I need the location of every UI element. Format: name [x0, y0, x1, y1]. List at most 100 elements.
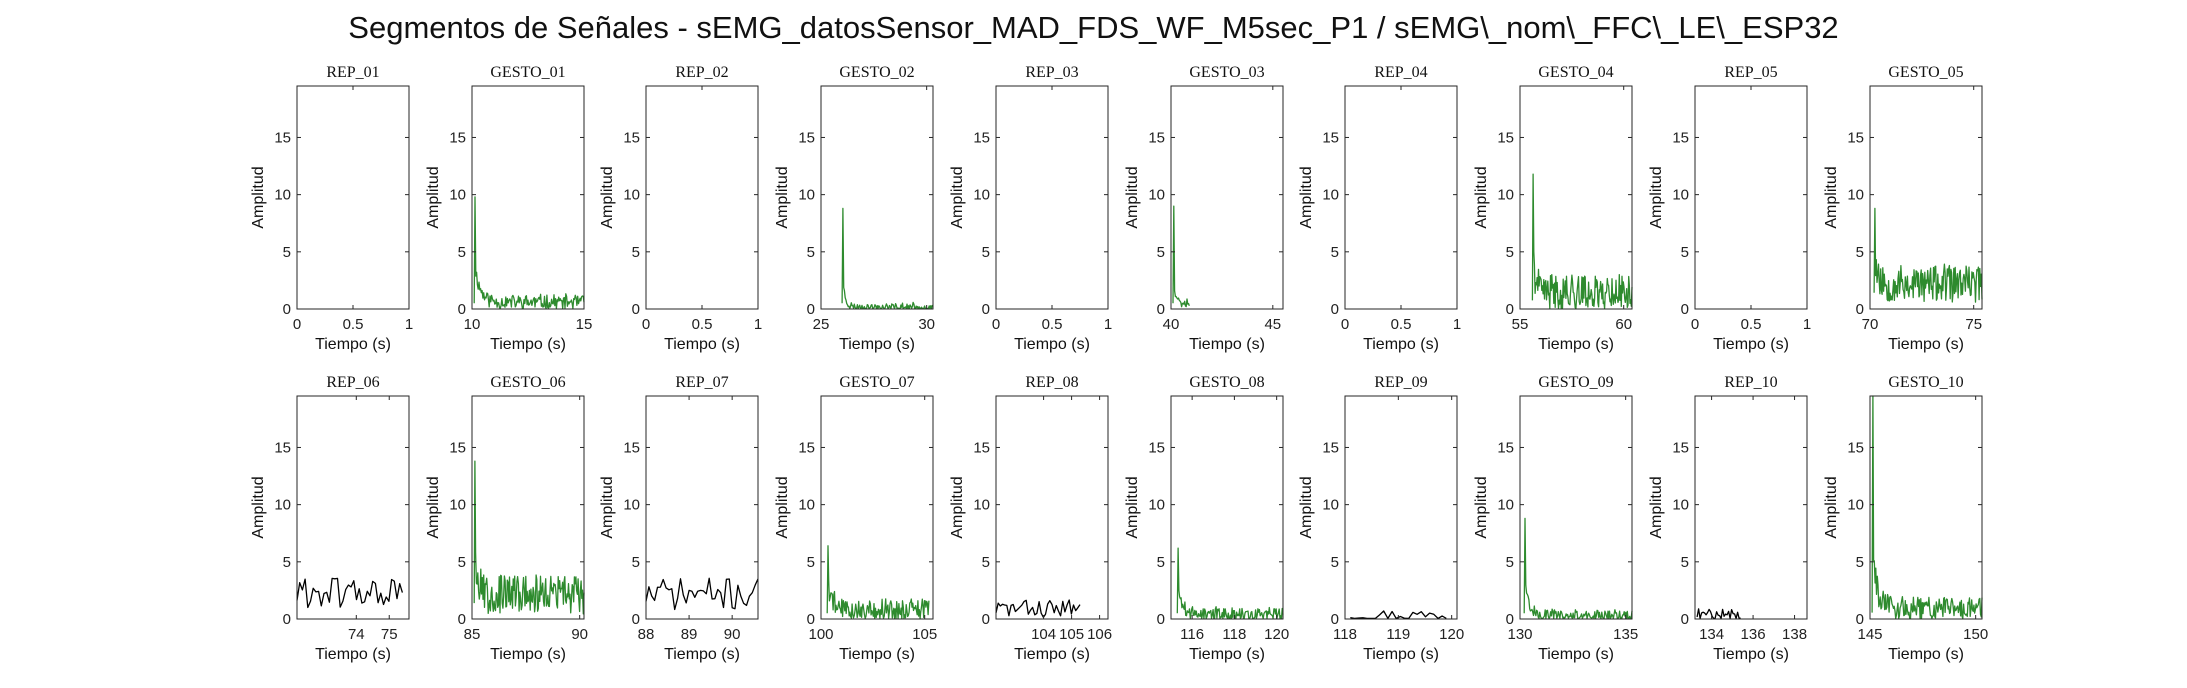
- y-tick-label: 5: [982, 554, 990, 571]
- y-tick-label: 0: [283, 611, 291, 628]
- axes-box: [1869, 85, 1983, 310]
- axes-box: [1694, 395, 1808, 620]
- y-axis-label: Amplitud: [949, 476, 966, 538]
- subplot-title: GESTO_04: [1538, 64, 1613, 81]
- axes-box: [296, 85, 410, 310]
- x-tick-label: 55: [1512, 316, 1529, 333]
- x-axis-label: Tiempo (s): [1713, 336, 1789, 353]
- y-axis-label: Amplitud: [1298, 166, 1315, 228]
- x-tick-label: 1: [1453, 316, 1461, 333]
- y-axis-label: Amplitud: [774, 166, 791, 228]
- y-tick-label: 15: [1847, 439, 1864, 456]
- y-tick-label: 10: [973, 187, 990, 204]
- y-tick-label: 0: [807, 611, 815, 628]
- subplot-gesto-07: GESTO_07 0 5 10 15 100 105 Tiempo (s) Amplitud: [774, 374, 937, 663]
- x-tick-label: 150: [1963, 626, 1988, 643]
- x-tick-label: 120: [1264, 626, 1289, 643]
- y-axis-label: Amplitud: [774, 476, 791, 538]
- y-tick-label: 10: [973, 497, 990, 514]
- y-tick-label: 10: [1148, 497, 1165, 514]
- y-tick-label: 5: [1157, 244, 1165, 261]
- signal-line-gesto: [1172, 205, 1190, 308]
- subplot-rep-10: REP_10 0 5 10 15 134 136 138 Tiempo (s) Amplitud: [1648, 374, 1808, 663]
- y-tick-label: 15: [1497, 129, 1514, 146]
- x-axis-label: Tiempo (s): [839, 336, 915, 353]
- x-tick-label: 135: [1613, 626, 1638, 643]
- x-tick-label: 90: [724, 626, 741, 643]
- y-axis-label: Amplitud: [1823, 166, 1840, 228]
- y-axis-label: Amplitud: [1648, 166, 1665, 228]
- axes-box: [471, 85, 585, 310]
- y-tick-label: 15: [1847, 129, 1864, 146]
- signal-line-rep: [995, 599, 1081, 618]
- y-tick-label: 0: [1681, 611, 1689, 628]
- x-tick-label: 90: [571, 626, 588, 643]
- x-axis-label: Tiempo (s): [664, 646, 740, 663]
- x-tick-label: 0: [1341, 316, 1349, 333]
- y-tick-label: 10: [623, 187, 640, 204]
- subplot-title: REP_01: [326, 64, 379, 81]
- x-tick-label: 1: [1104, 316, 1112, 333]
- y-tick-label: 10: [1847, 497, 1864, 514]
- y-tick-label: 5: [1506, 554, 1514, 571]
- y-tick-label: 15: [623, 439, 640, 456]
- y-tick-label: 10: [1148, 187, 1165, 204]
- x-tick-label: 104: [1031, 626, 1056, 643]
- figure-title: Segmentos de Señales - sEMG_datosSensor_…: [348, 10, 1839, 45]
- subplot-gesto-06: GESTO_06 0 5 10 15 85 90 Tiempo (s) Amplitud: [425, 374, 588, 663]
- x-axis-label: Tiempo (s): [1014, 646, 1090, 663]
- x-tick-label: 30: [918, 316, 935, 333]
- y-axis-label: Amplitud: [425, 476, 442, 538]
- x-tick-label: 0.5: [1741, 316, 1762, 333]
- y-tick-label: 10: [623, 497, 640, 514]
- y-tick-label: 15: [449, 129, 466, 146]
- subplot-rep-07: REP_07 0 5 10 15 88 89 90 Tiempo (s) Amplitud: [599, 374, 759, 663]
- signal-line-gesto: [1531, 173, 1633, 310]
- x-tick-label: 118: [1333, 626, 1357, 643]
- y-tick-label: 5: [283, 244, 291, 261]
- x-tick-label: 0: [992, 316, 1000, 333]
- y-tick-label: 5: [1331, 554, 1339, 571]
- signal-line-rep: [645, 577, 759, 611]
- y-tick-label: 10: [1497, 187, 1514, 204]
- x-tick-label: 10: [464, 316, 481, 333]
- x-axis-label: Tiempo (s): [490, 336, 566, 353]
- subplot-title: REP_09: [1374, 374, 1427, 391]
- y-axis-label: Amplitud: [1648, 476, 1665, 538]
- y-tick-label: 10: [1672, 497, 1689, 514]
- y-axis-label: Amplitud: [250, 166, 267, 228]
- x-tick-label: 0.5: [343, 316, 364, 333]
- signal-line-gesto: [1523, 517, 1633, 620]
- x-tick-label: 15: [576, 316, 593, 333]
- y-tick-label: 15: [274, 439, 291, 456]
- subplot-rep-02: REP_02 0 5 10 15 0 0.5 1 Tiempo (s) Amplitud: [599, 64, 762, 353]
- y-tick-label: 5: [632, 554, 640, 571]
- signal-line-gesto: [473, 196, 585, 310]
- axes-box: [820, 85, 934, 310]
- y-tick-label: 15: [798, 439, 815, 456]
- x-tick-label: 0.5: [1042, 316, 1063, 333]
- x-tick-label: 0: [1691, 316, 1699, 333]
- signal-line-gesto: [1871, 395, 1983, 620]
- x-tick-label: 0.5: [1391, 316, 1412, 333]
- y-tick-label: 15: [1148, 129, 1165, 146]
- y-tick-label: 10: [1497, 497, 1514, 514]
- subplot-rep-08: REP_08 0 5 10 15 104 105 106 Tiempo (s) Amplitud: [949, 374, 1112, 663]
- y-tick-label: 0: [632, 301, 640, 318]
- x-tick-label: 1: [754, 316, 762, 333]
- subplot-gesto-10: GESTO_10 0 5 10 15 145 150 Tiempo (s) Amplitud: [1823, 374, 1988, 663]
- y-tick-label: 15: [449, 439, 466, 456]
- x-tick-label: 45: [1264, 316, 1281, 333]
- y-tick-label: 5: [1681, 244, 1689, 261]
- x-tick-label: 25: [813, 316, 830, 333]
- x-axis-label: Tiempo (s): [315, 646, 391, 663]
- subplot-title: REP_02: [675, 64, 728, 81]
- y-tick-label: 5: [807, 244, 815, 261]
- axes-box: [1170, 85, 1284, 310]
- x-tick-label: 136: [1741, 626, 1766, 643]
- subplot-title: GESTO_09: [1538, 374, 1613, 391]
- y-tick-label: 0: [1681, 301, 1689, 318]
